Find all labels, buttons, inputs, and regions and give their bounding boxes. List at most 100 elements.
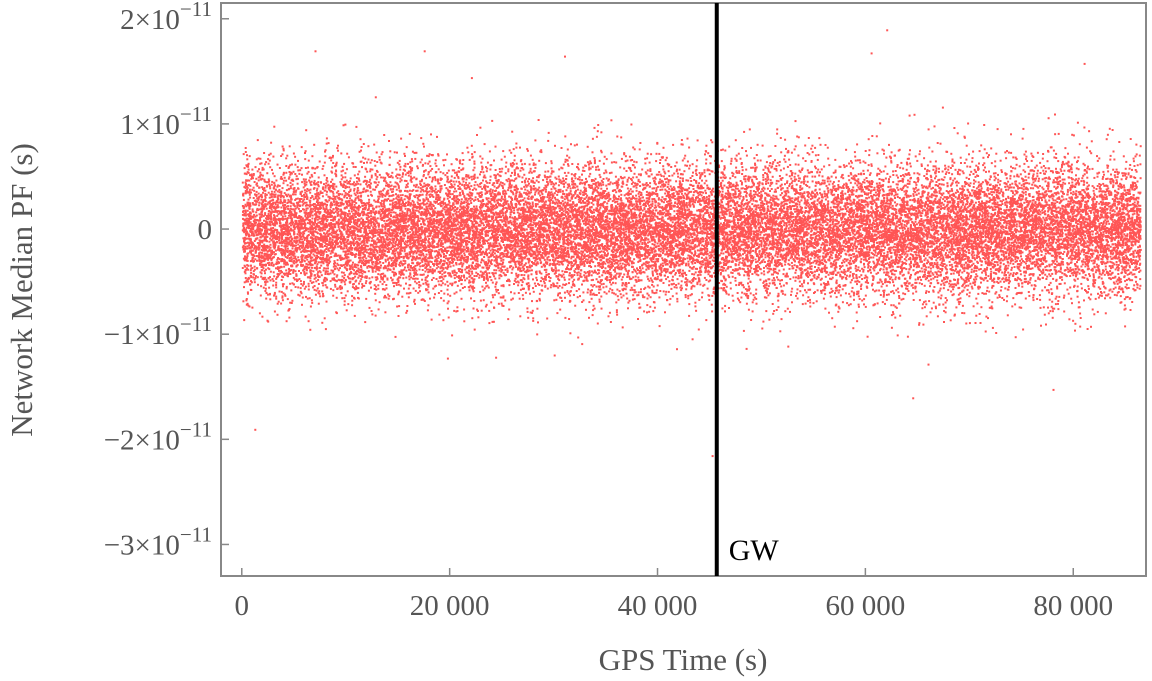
data-point	[872, 289, 874, 291]
data-point	[453, 210, 455, 212]
data-point	[398, 284, 400, 286]
data-point	[243, 199, 245, 201]
data-point	[601, 213, 603, 215]
data-point	[1035, 280, 1037, 282]
data-point	[1045, 278, 1047, 280]
data-point	[405, 163, 407, 165]
data-point	[366, 267, 368, 269]
data-point	[825, 144, 827, 146]
data-point	[306, 173, 308, 175]
data-point	[323, 183, 325, 185]
data-point	[1000, 281, 1002, 283]
data-point	[275, 267, 277, 269]
data-point	[265, 279, 267, 281]
data-point	[514, 280, 516, 282]
data-point	[773, 277, 775, 279]
data-point	[429, 161, 431, 163]
data-point	[1006, 177, 1008, 179]
data-point	[1033, 181, 1035, 183]
data-point	[611, 162, 613, 164]
data-point	[788, 159, 790, 161]
data-point	[581, 284, 583, 286]
data-point	[300, 272, 302, 274]
data-point	[646, 304, 648, 306]
data-point	[1052, 278, 1054, 280]
data-point	[1056, 279, 1058, 281]
data-point	[879, 182, 881, 184]
data-point	[1086, 168, 1088, 170]
data-point	[779, 283, 781, 285]
data-point	[534, 194, 536, 196]
data-point	[1087, 285, 1089, 287]
data-point	[1036, 165, 1038, 167]
data-point	[928, 280, 930, 282]
data-point	[831, 257, 833, 259]
data-point	[688, 187, 690, 189]
data-point	[1079, 326, 1081, 328]
data-point	[1051, 306, 1053, 308]
data-point	[242, 182, 244, 184]
data-point	[787, 206, 789, 208]
data-point	[858, 295, 860, 297]
data-point	[776, 183, 778, 185]
data-point	[1047, 160, 1049, 162]
data-point	[632, 181, 634, 183]
data-point	[555, 190, 557, 192]
data-point	[883, 153, 885, 155]
data-point	[345, 295, 347, 297]
data-point	[540, 280, 542, 282]
data-point	[876, 135, 878, 137]
data-point	[909, 183, 911, 185]
data-point	[461, 198, 463, 200]
data-point	[779, 330, 781, 332]
data-point	[1014, 258, 1016, 260]
data-point	[375, 244, 377, 246]
data-point	[303, 281, 305, 283]
data-point	[902, 168, 904, 170]
data-point	[369, 277, 371, 279]
data-point	[291, 300, 293, 302]
data-point	[892, 281, 894, 283]
data-point	[592, 314, 594, 316]
data-point	[476, 134, 478, 136]
data-point	[1132, 274, 1134, 276]
data-point	[1121, 178, 1123, 180]
data-point	[962, 305, 964, 307]
data-point	[510, 201, 512, 203]
data-point	[1061, 279, 1063, 281]
data-point	[928, 291, 930, 293]
data-point	[346, 153, 348, 155]
data-point	[570, 188, 572, 190]
data-point	[918, 324, 920, 326]
data-point	[861, 278, 863, 280]
data-point	[1044, 274, 1046, 276]
data-point	[514, 174, 516, 176]
data-point	[452, 193, 454, 195]
data-point	[649, 175, 651, 177]
data-point	[945, 297, 947, 299]
data-point	[554, 355, 556, 357]
data-point	[1051, 264, 1053, 266]
data-point	[662, 252, 664, 254]
data-point	[388, 298, 390, 300]
data-point	[1062, 182, 1064, 184]
data-point	[968, 153, 970, 155]
data-point	[267, 203, 269, 205]
data-point	[966, 166, 968, 168]
data-point	[625, 160, 627, 162]
data-point	[763, 169, 765, 171]
data-point	[752, 250, 754, 252]
data-point	[473, 206, 475, 208]
data-point	[884, 217, 886, 219]
data-point	[268, 163, 270, 165]
data-point	[1005, 157, 1007, 159]
data-point	[1089, 150, 1091, 152]
data-point	[858, 186, 860, 188]
data-point	[626, 293, 628, 295]
data-point	[1021, 286, 1023, 288]
data-point	[414, 303, 416, 305]
data-point	[622, 263, 624, 265]
data-point	[374, 293, 376, 295]
data-point	[839, 166, 841, 168]
data-point	[557, 250, 559, 252]
